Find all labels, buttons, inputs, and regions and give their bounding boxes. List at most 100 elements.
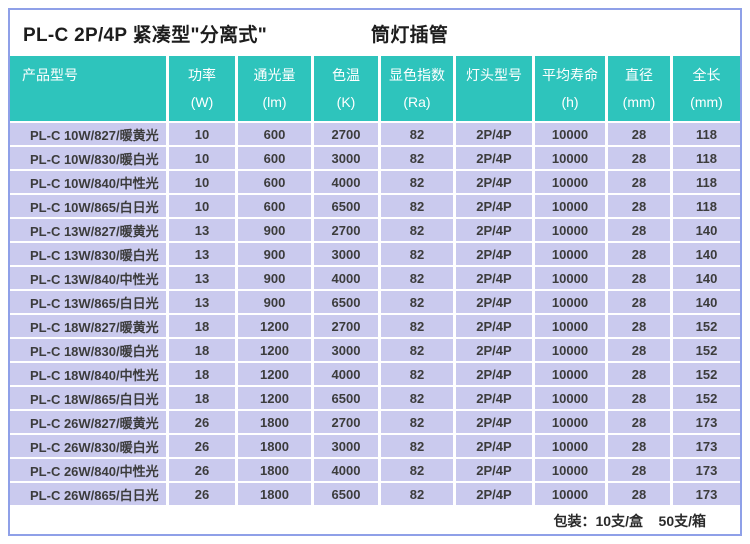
table-row: PL-C 18W/827/暖黄光 18 1200 2700 82 2P/4P 10000 28… bbox=[10, 315, 740, 337]
cell-diameter: 28 bbox=[608, 459, 670, 481]
cell-length: 173 bbox=[673, 435, 740, 457]
cell-diameter: 28 bbox=[608, 267, 670, 289]
cell-length: 173 bbox=[673, 483, 740, 505]
column-label: 功率 bbox=[188, 67, 216, 83]
cell-cri: 82 bbox=[381, 435, 453, 457]
column-unit: (Ra) bbox=[403, 94, 431, 110]
table-row: PL-C 26W/830/暖白光 26 1800 3000 82 2P/4P 10000 28… bbox=[10, 435, 740, 457]
column-unit: (K) bbox=[336, 94, 356, 110]
cell-cct: 6500 bbox=[314, 387, 378, 409]
cell-cri: 82 bbox=[381, 315, 453, 337]
cell-model: PL-C 13W/830/暖白光 bbox=[10, 243, 166, 265]
cell-flux: 600 bbox=[238, 171, 311, 193]
table-row: PL-C 18W/865/白日光 18 1200 6500 82 2P/4P 10000 28… bbox=[10, 387, 740, 409]
cell-model: PL-C 18W/827/暖黄光 bbox=[10, 315, 166, 337]
cell-length: 118 bbox=[673, 147, 740, 169]
table-row: PL-C 10W/865/白日光 10 600 6500 82 2P/4P 10000 28 1… bbox=[10, 195, 740, 217]
cell-power: 18 bbox=[169, 363, 235, 385]
table-row: PL-C 13W/830/暖白光 13 900 3000 82 2P/4P 10000 28 1… bbox=[10, 243, 740, 265]
cell-life: 10000 bbox=[535, 339, 605, 361]
cell-diameter: 28 bbox=[608, 171, 670, 193]
column-unit: (lm) bbox=[262, 94, 287, 110]
cell-model: PL-C 18W/865/白日光 bbox=[10, 387, 166, 409]
cell-life: 10000 bbox=[535, 411, 605, 433]
cell-model: PL-C 13W/840/中性光 bbox=[10, 267, 166, 289]
cell-power: 26 bbox=[169, 483, 235, 505]
column-label: 灯头型号 bbox=[466, 67, 522, 83]
cell-flux: 900 bbox=[238, 267, 311, 289]
cell-diameter: 28 bbox=[608, 195, 670, 217]
column-header-power: 功率 (W) bbox=[169, 56, 235, 121]
cell-cri: 82 bbox=[381, 171, 453, 193]
cell-base: 2P/4P bbox=[456, 195, 532, 217]
cell-flux: 1800 bbox=[238, 483, 311, 505]
cell-model: PL-C 10W/830/暖白光 bbox=[10, 147, 166, 169]
cell-base: 2P/4P bbox=[456, 243, 532, 265]
cell-cct: 6500 bbox=[314, 195, 378, 217]
column-header-diameter: 直径 (mm) bbox=[608, 56, 670, 121]
cell-diameter: 28 bbox=[608, 147, 670, 169]
table-row: PL-C 26W/827/暖黄光 26 1800 2700 82 2P/4P 10000 28… bbox=[10, 411, 740, 433]
cell-cri: 82 bbox=[381, 483, 453, 505]
cell-length: 118 bbox=[673, 195, 740, 217]
cell-cri: 82 bbox=[381, 291, 453, 313]
cell-length: 140 bbox=[673, 219, 740, 241]
column-header-life: 平均寿命 (h) bbox=[535, 56, 605, 121]
cell-flux: 1800 bbox=[238, 459, 311, 481]
column-label: 平均寿命 bbox=[542, 67, 598, 83]
cell-length: 152 bbox=[673, 315, 740, 337]
cell-cri: 82 bbox=[381, 339, 453, 361]
cell-length: 152 bbox=[673, 387, 740, 409]
cell-power: 26 bbox=[169, 435, 235, 457]
cell-life: 10000 bbox=[535, 459, 605, 481]
page-title: PL-C 2P/4P 紧凑型"分离式" bbox=[23, 24, 268, 46]
cell-cct: 2700 bbox=[314, 315, 378, 337]
table-row: PL-C 10W/840/中性光 10 600 4000 82 2P/4P 10000 28 1… bbox=[10, 171, 740, 193]
column-header-length: 全长 (mm) bbox=[673, 56, 740, 121]
column-label: 直径 bbox=[625, 67, 653, 83]
cell-cct: 4000 bbox=[314, 267, 378, 289]
cell-power: 13 bbox=[169, 267, 235, 289]
cell-life: 10000 bbox=[535, 291, 605, 313]
cell-length: 152 bbox=[673, 363, 740, 385]
cell-cri: 82 bbox=[381, 219, 453, 241]
column-header-cri: 显色指数 (Ra) bbox=[381, 56, 453, 121]
table-body: PL-C 10W/827/暖黄光 10 600 2700 82 2P/4P 10000 28 1… bbox=[10, 123, 740, 505]
cell-flux: 1200 bbox=[238, 363, 311, 385]
cell-flux: 900 bbox=[238, 243, 311, 265]
cell-life: 10000 bbox=[535, 243, 605, 265]
page-subtitle: 筒灯插管 bbox=[371, 24, 449, 46]
cell-base: 2P/4P bbox=[456, 267, 532, 289]
cell-base: 2P/4P bbox=[456, 363, 532, 385]
cell-cri: 82 bbox=[381, 459, 453, 481]
column-header-cct: 色温 (K) bbox=[314, 56, 378, 121]
cell-cri: 82 bbox=[381, 267, 453, 289]
column-label: 色温 bbox=[332, 67, 360, 83]
cell-model: PL-C 26W/827/暖黄光 bbox=[10, 411, 166, 433]
cell-life: 10000 bbox=[535, 147, 605, 169]
cell-cct: 3000 bbox=[314, 147, 378, 169]
cell-base: 2P/4P bbox=[456, 459, 532, 481]
cell-base: 2P/4P bbox=[456, 411, 532, 433]
column-unit: (h) bbox=[561, 94, 579, 110]
cell-model: PL-C 10W/840/中性光 bbox=[10, 171, 166, 193]
cell-base: 2P/4P bbox=[456, 315, 532, 337]
cell-power: 26 bbox=[169, 411, 235, 433]
cell-power: 13 bbox=[169, 291, 235, 313]
cell-life: 10000 bbox=[535, 219, 605, 241]
cell-flux: 1200 bbox=[238, 387, 311, 409]
cell-base: 2P/4P bbox=[456, 435, 532, 457]
cell-model: PL-C 13W/827/暖黄光 bbox=[10, 219, 166, 241]
cell-diameter: 28 bbox=[608, 339, 670, 361]
packaging-note: 包装：10支/盒 50支/箱 bbox=[553, 512, 706, 529]
cell-diameter: 28 bbox=[608, 315, 670, 337]
cell-model: PL-C 26W/865/白日光 bbox=[10, 483, 166, 505]
cell-diameter: 28 bbox=[608, 483, 670, 505]
cell-cct: 2700 bbox=[314, 123, 378, 145]
cell-model: PL-C 26W/830/暖白光 bbox=[10, 435, 166, 457]
cell-length: 140 bbox=[673, 267, 740, 289]
cell-base: 2P/4P bbox=[456, 291, 532, 313]
cell-power: 18 bbox=[169, 315, 235, 337]
cell-base: 2P/4P bbox=[456, 339, 532, 361]
cell-flux: 1800 bbox=[238, 435, 311, 457]
